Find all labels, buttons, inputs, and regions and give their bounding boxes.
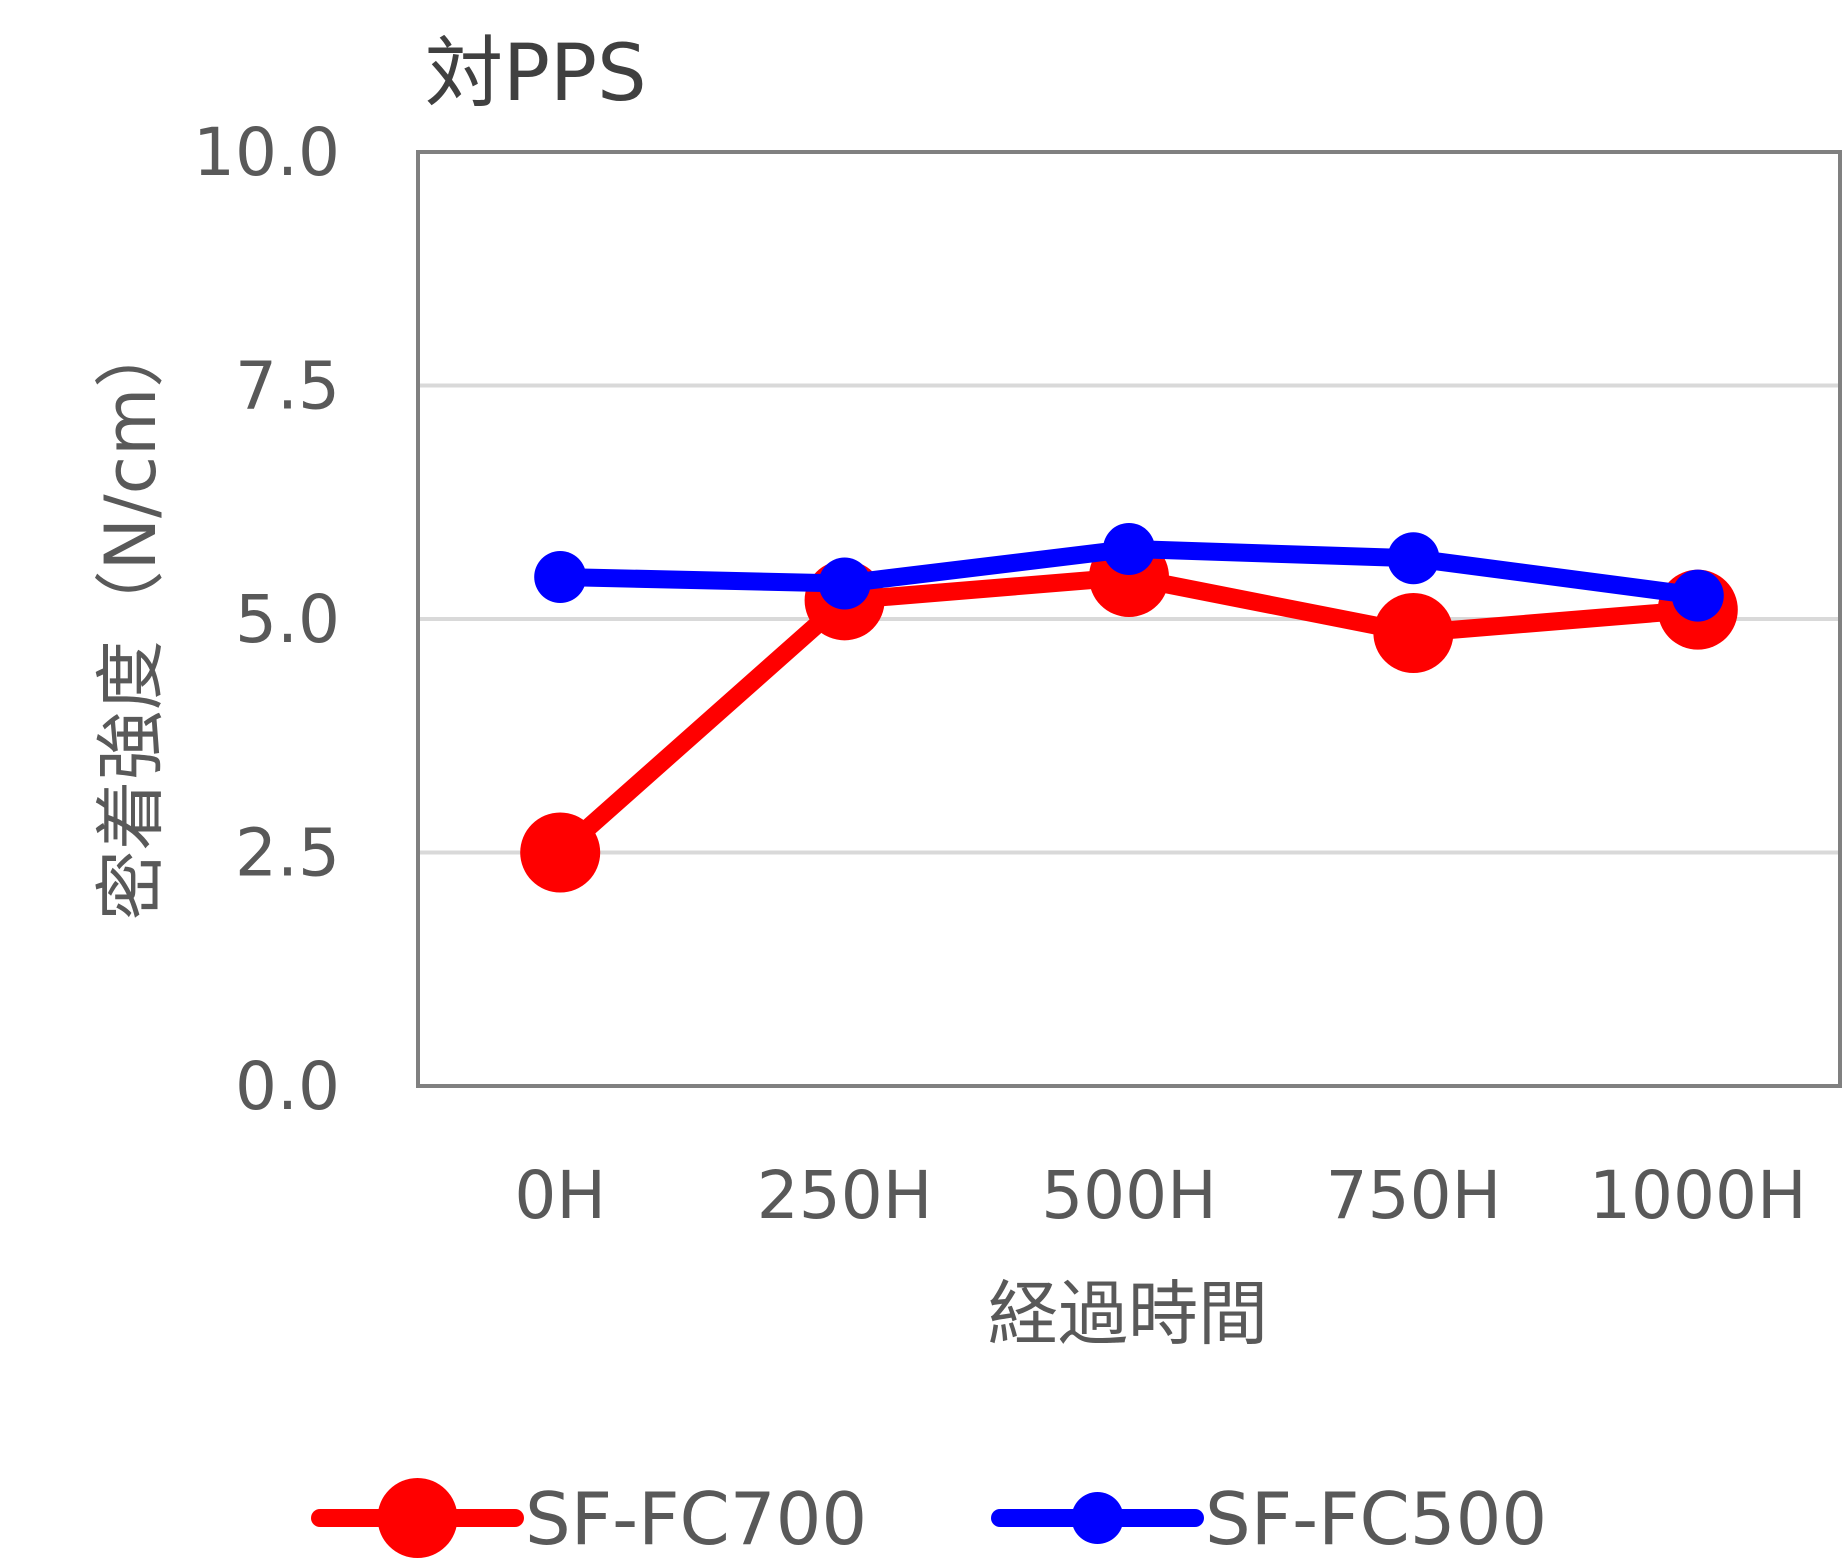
data-point bbox=[1103, 522, 1155, 575]
legend: SF-FC700 SF-FC500 bbox=[311, 1477, 1547, 1561]
y-tick-label: 0.0 bbox=[235, 1048, 340, 1125]
y-tick-labels: 0.0 2.5 5.0 7.5 10.0 bbox=[193, 114, 340, 1125]
data-point bbox=[520, 812, 601, 893]
data-point bbox=[1373, 593, 1454, 674]
y-tick-label: 2.5 bbox=[235, 815, 340, 892]
legend-label: SF-FC500 bbox=[1205, 1477, 1547, 1561]
series-group bbox=[520, 522, 1738, 893]
y-tick-label: 10.0 bbox=[193, 114, 340, 191]
x-tick-label: 0H bbox=[514, 1157, 606, 1234]
x-tick-label: 250H bbox=[757, 1157, 933, 1234]
series-sf-fc500 bbox=[534, 522, 1724, 622]
data-point bbox=[1387, 532, 1440, 585]
data-point bbox=[818, 557, 871, 610]
x-tick-labels: 0H 250H 500H 750H 1000H bbox=[514, 1157, 1806, 1234]
x-tick-label: 500H bbox=[1041, 1157, 1217, 1234]
x-tick-label: 750H bbox=[1326, 1157, 1502, 1234]
legend-item: SF-FC700 bbox=[311, 1477, 867, 1561]
legend-item: SF-FC500 bbox=[991, 1477, 1547, 1561]
plot-area bbox=[416, 150, 1842, 1088]
series-sf-fc700 bbox=[520, 536, 1738, 893]
legend-label: SF-FC700 bbox=[525, 1477, 867, 1561]
x-axis-title: 経過時間 bbox=[988, 1273, 1268, 1355]
legend-marker bbox=[1071, 1492, 1124, 1544]
x-tick-label: 1000H bbox=[1589, 1157, 1807, 1234]
data-point bbox=[1671, 569, 1724, 622]
data-point bbox=[534, 550, 587, 603]
chart-title: 対PPS bbox=[425, 29, 647, 119]
y-tick-label: 7.5 bbox=[235, 348, 340, 425]
y-tick-label: 5.0 bbox=[235, 581, 340, 658]
legend-marker bbox=[377, 1478, 458, 1558]
y-axis-title: 密着強度（N/cm） bbox=[90, 318, 172, 921]
